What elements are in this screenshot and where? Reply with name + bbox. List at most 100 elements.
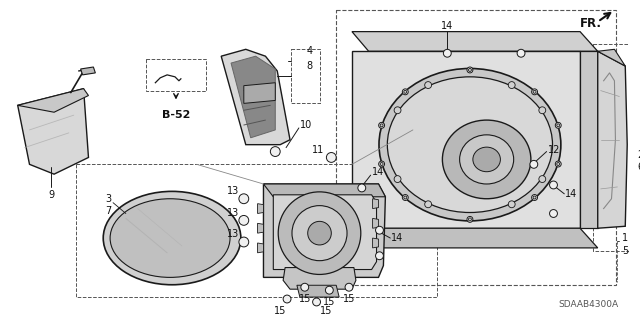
Circle shape <box>394 107 401 114</box>
Polygon shape <box>372 219 378 228</box>
Circle shape <box>533 90 536 93</box>
Circle shape <box>508 201 515 208</box>
Circle shape <box>308 221 332 245</box>
Polygon shape <box>283 268 356 289</box>
Text: 10: 10 <box>300 120 312 130</box>
Circle shape <box>508 82 515 88</box>
Text: 2: 2 <box>637 150 640 160</box>
Text: 13: 13 <box>227 229 239 239</box>
Circle shape <box>550 181 557 189</box>
Text: 15: 15 <box>323 297 335 307</box>
Polygon shape <box>257 223 264 233</box>
Circle shape <box>292 206 347 261</box>
Polygon shape <box>352 228 598 248</box>
Polygon shape <box>244 83 275 103</box>
Polygon shape <box>264 184 385 197</box>
Circle shape <box>239 237 249 247</box>
Circle shape <box>394 176 401 182</box>
Circle shape <box>532 89 538 95</box>
Circle shape <box>278 192 361 274</box>
Text: 14: 14 <box>391 233 404 243</box>
Circle shape <box>467 216 473 222</box>
Polygon shape <box>598 49 625 66</box>
Polygon shape <box>598 51 627 228</box>
Polygon shape <box>257 243 264 253</box>
Circle shape <box>533 196 536 199</box>
Polygon shape <box>18 89 88 112</box>
Ellipse shape <box>379 69 561 221</box>
Bar <box>593 44 634 251</box>
Circle shape <box>380 124 383 127</box>
Circle shape <box>468 69 472 71</box>
Circle shape <box>376 252 383 260</box>
Bar <box>336 10 616 285</box>
Text: 15: 15 <box>343 294 355 304</box>
Polygon shape <box>257 204 264 213</box>
Circle shape <box>270 147 280 156</box>
Circle shape <box>539 107 546 114</box>
Circle shape <box>239 194 249 204</box>
Circle shape <box>283 295 291 303</box>
Text: 13: 13 <box>227 207 239 218</box>
Polygon shape <box>81 67 95 75</box>
Ellipse shape <box>103 191 241 285</box>
Circle shape <box>557 124 560 127</box>
Circle shape <box>557 163 560 166</box>
Circle shape <box>312 298 321 306</box>
Bar <box>145 59 207 91</box>
Bar <box>291 49 321 103</box>
Polygon shape <box>352 51 580 228</box>
Circle shape <box>380 163 383 166</box>
Circle shape <box>530 160 538 168</box>
Text: 3: 3 <box>105 194 111 204</box>
Text: 5: 5 <box>622 246 628 256</box>
Text: SDAAB4300A: SDAAB4300A <box>558 300 618 309</box>
Bar <box>76 164 438 297</box>
Ellipse shape <box>460 135 514 184</box>
Text: 14: 14 <box>441 21 453 31</box>
Text: 9: 9 <box>48 190 54 200</box>
Circle shape <box>467 67 473 73</box>
Circle shape <box>301 283 308 291</box>
Circle shape <box>425 201 431 208</box>
Text: 15: 15 <box>299 294 311 304</box>
Polygon shape <box>231 56 275 138</box>
Circle shape <box>326 152 336 162</box>
Circle shape <box>444 49 451 57</box>
Polygon shape <box>273 195 376 270</box>
Circle shape <box>425 82 431 88</box>
Polygon shape <box>297 285 339 297</box>
Circle shape <box>468 218 472 221</box>
Circle shape <box>550 210 557 218</box>
Text: 8: 8 <box>307 61 313 71</box>
Ellipse shape <box>387 77 552 212</box>
Circle shape <box>539 176 546 182</box>
Polygon shape <box>372 199 378 209</box>
Text: 6: 6 <box>637 162 640 172</box>
Circle shape <box>556 161 561 167</box>
Circle shape <box>325 286 333 294</box>
Circle shape <box>404 90 407 93</box>
Text: 11: 11 <box>312 145 324 155</box>
Circle shape <box>239 215 249 225</box>
Circle shape <box>532 195 538 200</box>
Circle shape <box>379 161 385 167</box>
Text: 14: 14 <box>372 167 384 177</box>
Circle shape <box>379 122 385 128</box>
Text: B-52: B-52 <box>162 110 190 120</box>
Polygon shape <box>18 89 88 174</box>
Polygon shape <box>352 32 598 51</box>
Text: 4: 4 <box>307 46 313 56</box>
Circle shape <box>517 49 525 57</box>
Polygon shape <box>580 51 598 228</box>
Text: 15: 15 <box>320 306 333 316</box>
Text: FR.: FR. <box>580 17 602 30</box>
Text: 15: 15 <box>274 306 286 316</box>
Circle shape <box>345 283 353 291</box>
Text: 14: 14 <box>565 189 577 199</box>
Ellipse shape <box>442 120 531 199</box>
Circle shape <box>404 196 407 199</box>
Polygon shape <box>221 49 290 145</box>
Polygon shape <box>372 238 378 248</box>
Ellipse shape <box>473 147 500 172</box>
